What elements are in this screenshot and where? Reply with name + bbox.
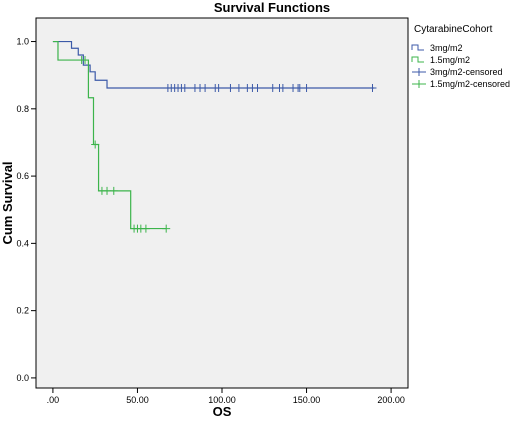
legend-swatch-censor	[412, 68, 426, 76]
censor-mark-1	[103, 186, 112, 195]
legend-title: CytarabineCohort	[414, 24, 493, 35]
censor-mark-0	[253, 83, 262, 92]
censor-mark-0	[180, 83, 189, 92]
censor-mark-1	[109, 186, 118, 195]
censor-mark-1	[81, 56, 90, 65]
y-tick-label: 0.4	[16, 238, 29, 248]
censor-mark-0	[268, 83, 277, 92]
series-layer	[52, 40, 377, 233]
y-tick-label: 0.8	[16, 104, 29, 114]
x-axis: .00 50.00 100.00 150.00 200.00	[47, 388, 405, 405]
x-tick-label: 200.00	[377, 395, 405, 405]
x-axis-title: OS	[213, 404, 232, 419]
legend-entry-label: 1.5mg/m2	[430, 55, 470, 65]
censor-mark-0	[368, 83, 377, 92]
legend-swatch-line	[411, 44, 424, 51]
legend-swatch-line	[411, 56, 424, 63]
plot-area	[35, 17, 409, 389]
censor-mark-0	[278, 83, 287, 92]
censor-mark-0	[302, 83, 311, 92]
y-tick-label: 1.0	[16, 37, 29, 47]
censor-mark-0	[226, 83, 235, 92]
censor-mark-0	[214, 83, 223, 92]
series-line-1	[52, 40, 167, 230]
censor-mark-0	[201, 83, 210, 92]
legend-entries: 3mg/m2 1.5mg/m2 3mg/m2-censored 1.5mg/m2-ce…	[411, 43, 510, 89]
series-line-0	[52, 40, 375, 89]
legend-swatch-censor	[412, 80, 426, 88]
censor-mark-1	[141, 224, 150, 233]
y-tick-label: 0.0	[16, 373, 29, 383]
x-tick-label: 50.00	[126, 395, 149, 405]
chart-title: Survival Functions	[214, 0, 330, 15]
x-tick-label: .00	[47, 395, 60, 405]
y-tick-label: 0.2	[16, 306, 29, 316]
x-tick-label: 150.00	[293, 395, 321, 405]
censor-mark-1	[91, 140, 100, 149]
legend-entry-label: 3mg/m2	[430, 43, 463, 53]
legend: CytarabineCohort 3mg/m2 1.5mg/m2 3mg/m2-ce…	[411, 24, 510, 89]
legend-entry-label: 1.5mg/m2-censored	[430, 79, 510, 89]
legend-entry-label: 3mg/m2-censored	[430, 67, 503, 77]
y-axis-title: Cum Survival	[0, 161, 15, 244]
censor-mark-1	[162, 224, 171, 233]
censor-mark-0	[234, 83, 243, 92]
x-tick-label: 100.00	[208, 395, 236, 405]
y-tick-label: 0.6	[16, 171, 29, 181]
y-axis: 0.0 0.2 0.4 0.6 0.8 1.0	[16, 37, 36, 383]
censor-mark-0	[295, 83, 304, 92]
